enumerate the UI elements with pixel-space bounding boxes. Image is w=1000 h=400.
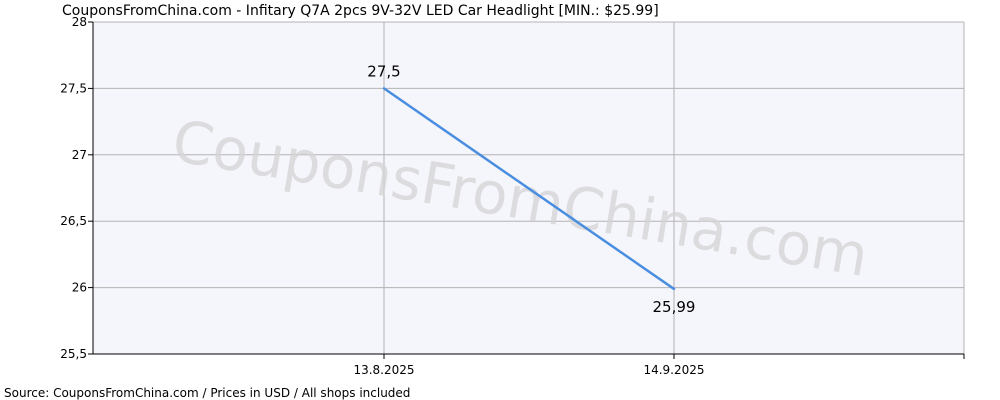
y-tick-label: 27,5 xyxy=(60,81,87,95)
y-tick-label: 26,5 xyxy=(60,214,87,228)
series-layer xyxy=(382,87,676,291)
source-note: Source: CouponsFromChina.com / Prices in… xyxy=(4,386,410,400)
tick-labels: 25,5 26 26,5 27 27,5 28 13.8.2025 14.9.2025 xyxy=(60,15,704,377)
y-tick-label: 28 xyxy=(72,15,87,29)
x-tick-label: 13.8.2025 xyxy=(353,363,414,377)
data-label: 27,5 xyxy=(367,62,400,80)
y-tick-label: 25,5 xyxy=(60,347,87,361)
y-tick-label: 26 xyxy=(72,281,87,295)
data-label: 25,99 xyxy=(653,298,696,316)
chart-title: CouponsFromChina.com - Infitary Q7A 2pcs… xyxy=(62,3,659,19)
price-line xyxy=(382,87,676,291)
axes xyxy=(88,21,965,359)
y-tick-label: 27 xyxy=(72,148,87,162)
x-tick-label: 14.9.2025 xyxy=(643,363,704,377)
data-labels: 27,5 25,99 xyxy=(367,62,695,316)
